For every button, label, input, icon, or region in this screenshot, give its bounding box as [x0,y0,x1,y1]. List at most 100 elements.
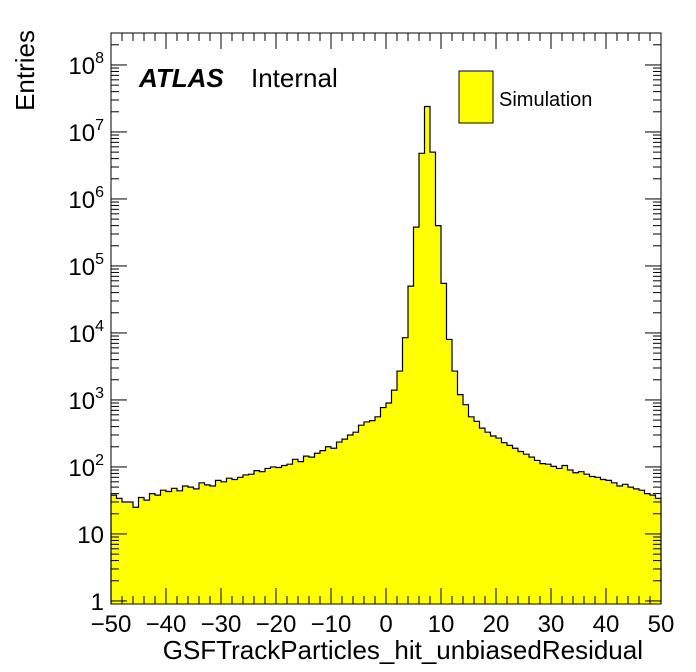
histogram-bar [402,337,409,604]
histogram-bar [573,472,579,604]
histogram-bar [287,464,293,604]
histogram-bar [259,471,266,604]
histogram-bar [336,442,343,604]
histogram-bar [639,490,645,604]
atlas-label: ATLAS [138,63,224,93]
histogram-bar [397,371,403,604]
internal-label: Internal [251,63,338,93]
histogram-bar [413,227,420,604]
histogram-bar [160,490,167,604]
histogram-bar [133,507,139,604]
histogram-bar [578,471,585,604]
x-tick-label: 30 [538,611,565,638]
histogram-bar [243,474,249,604]
y-axis-title: Entries [10,30,40,111]
histogram-bar [210,485,216,604]
x-tick-label: −50 [91,611,132,638]
histogram-bar [435,225,442,604]
x-tick-label: −20 [256,611,297,638]
histogram-bar [193,488,200,604]
histogram-bar [617,485,623,604]
histogram-bar [419,153,425,605]
histogram-bar [188,487,194,604]
y-tick-label: 105 [68,251,104,281]
histogram-bar [650,495,656,604]
histogram-bar [589,476,596,604]
legend: Simulation [458,70,592,124]
histogram-bar [512,448,519,604]
histogram-bar [507,445,513,604]
histogram-bar [226,478,233,604]
histogram-bar [369,420,376,604]
y-tick-label: 103 [68,385,104,415]
x-tick-label: −40 [146,611,187,638]
histogram-bar [474,421,480,604]
histogram-bar [144,500,150,604]
histogram-bar [441,283,447,604]
x-tick-label: 10 [428,611,455,638]
histogram-bar [364,421,370,604]
x-axis-title: GSFTrackParticles_hit_unbiasedResidual [163,635,643,665]
histogram-bar [254,470,260,604]
histogram-bar [309,457,315,604]
histogram-bar [523,454,530,604]
histogram-bar [468,416,475,604]
x-tick-label: −30 [201,611,242,638]
histogram-bar [331,448,337,604]
histogram-bar [314,453,321,604]
x-axis-tick-labels: −50 −40 −30 −20 −10 0 10 20 30 40 50 [91,611,675,638]
histogram-bar [358,425,365,604]
y-tick-label: 107 [68,117,104,147]
histogram-bar [391,390,398,604]
histogram-bar [424,106,431,604]
legend-label-simulation: Simulation [499,89,592,111]
x-tick-label: 50 [648,611,675,638]
histogram-bar [518,451,524,604]
histogram-bar [342,439,348,604]
legend-swatch-simulation [458,70,494,124]
histogram-bar [485,432,491,604]
histogram-bar [628,487,634,604]
histogram-bar [545,464,552,604]
histogram-bar [430,152,436,604]
histogram-bar [606,480,612,604]
histogram-bar [292,459,299,604]
histogram-bar [111,495,117,604]
x-tick-label: 40 [593,611,620,638]
histogram-bar [138,497,145,604]
histogram-bar [298,461,304,604]
histogram-bar [622,484,629,604]
histogram-bar [375,416,381,604]
histogram-bar [127,501,134,604]
y-tick-label: 104 [68,318,104,348]
histogram-bar [353,432,359,604]
histogram-bar [452,371,458,604]
histogram-bar [265,468,271,604]
histogram-bar [215,480,222,604]
histogram-bar [221,481,227,604]
histogram-bar [204,484,211,604]
histogram-bar [479,428,486,604]
histogram-bar [446,339,453,604]
histogram-bar [182,485,189,604]
histogram-bar [529,457,535,604]
histogram-bar [644,493,651,604]
histogram-bar [116,498,123,604]
histogram-bar [386,403,392,604]
histogram-bar [347,434,354,604]
histogram-bar [457,394,464,604]
histogram-bar [595,477,601,604]
histogram-bar [556,468,563,604]
histogram-bar [177,490,183,604]
x-tick-label: −10 [311,611,352,638]
histogram-bar [633,488,640,604]
histogram-bar [155,495,161,604]
histogram-bar [534,460,541,604]
histogram-bar [551,466,557,604]
histogram-bar [490,435,497,604]
y-tick-label: 102 [68,452,104,482]
histogram-bar [166,491,172,604]
y-axis-tick-labels: 1 10 102 103 104 105 106 107 108 [68,50,104,616]
y-tick-label: 108 [68,50,104,80]
y-tick-label: 10 [77,522,104,549]
